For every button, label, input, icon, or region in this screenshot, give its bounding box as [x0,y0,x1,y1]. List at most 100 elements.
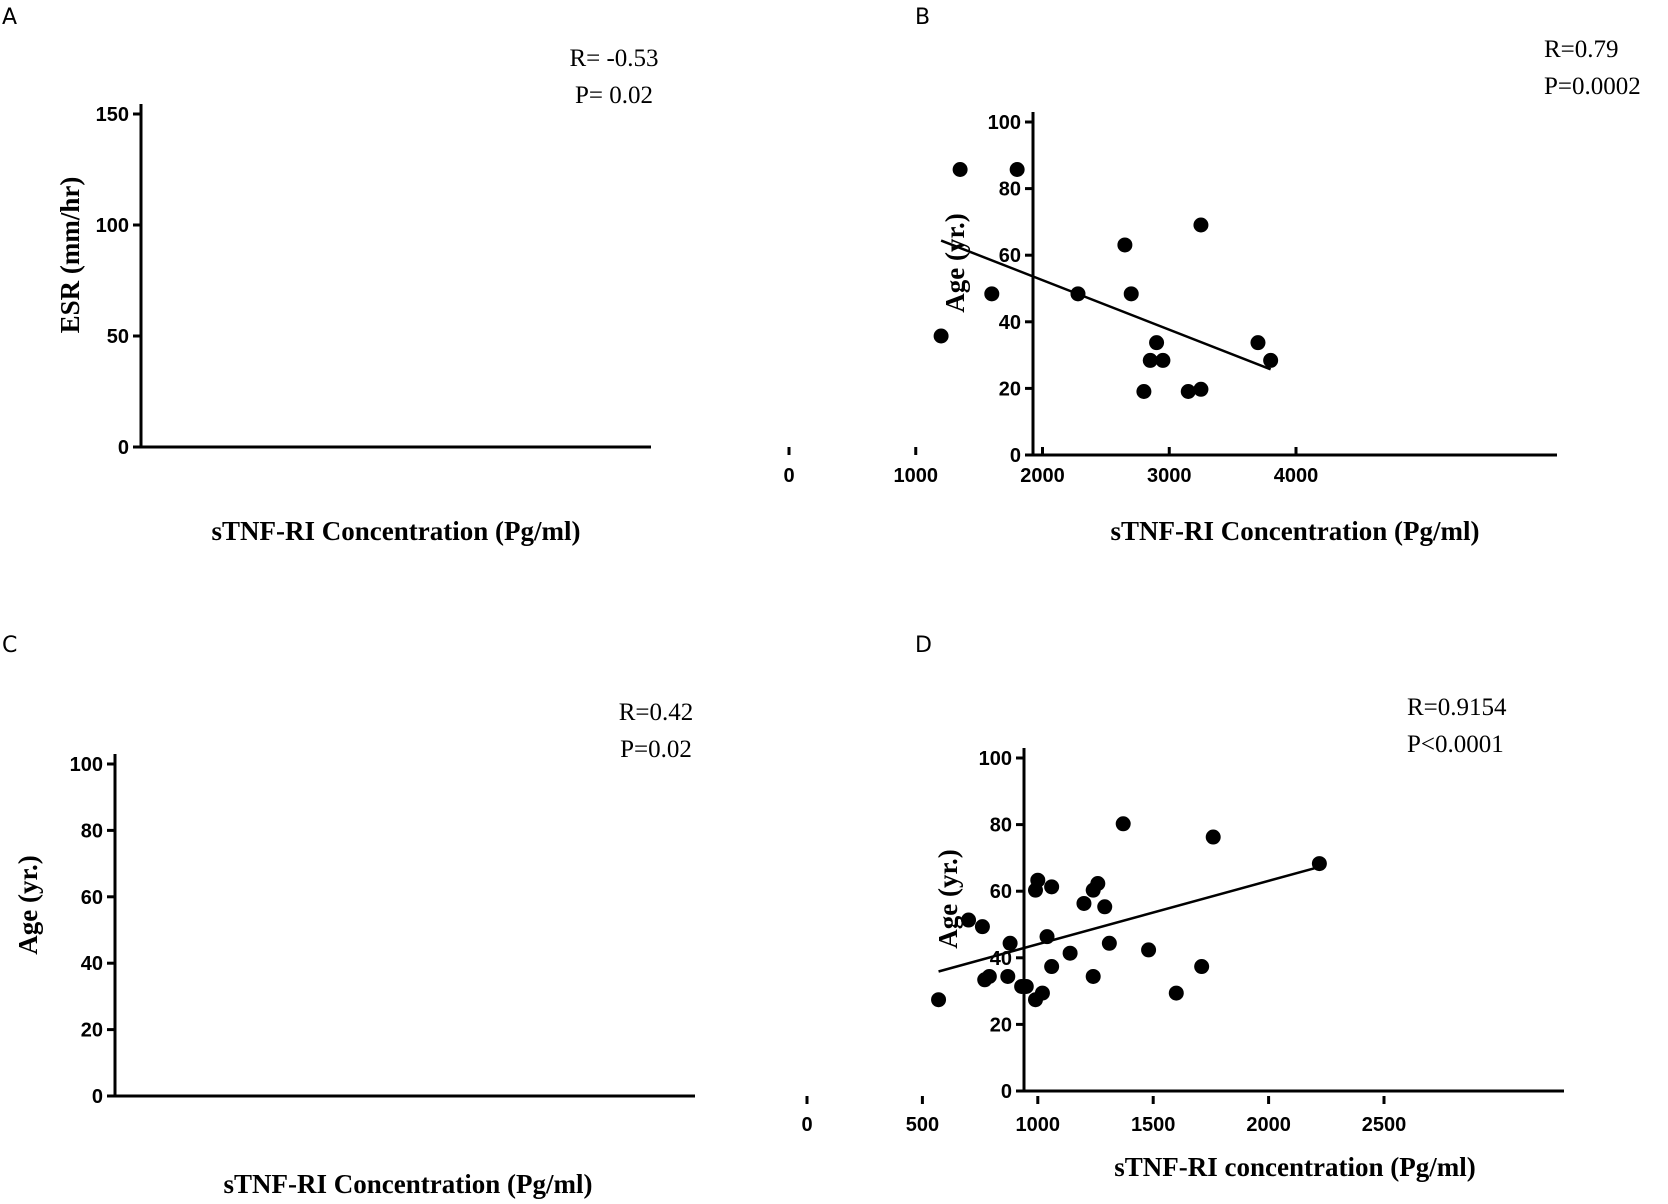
x-tick-label-c: 1500 [1131,1114,1176,1136]
x-tick-label-c: 2000 [1246,1114,1291,1136]
data-point-a [1155,352,1171,368]
data-point-c [1002,935,1018,951]
data-point-c [1085,968,1101,984]
y-tick-label-c: 100 [70,754,103,776]
y-tick-label-b: 100 [988,112,1021,134]
x-tick-label-a: 1000 [894,465,939,487]
p-value-c: P=0.02 [620,736,692,763]
data-point-c [1097,899,1113,915]
y-tick-label-d: 100 [979,748,1012,770]
r-value-b: R=0.79 [1544,36,1619,63]
y-axis-title-a: ESR (mm/hr) [55,177,85,334]
data-point-c [1076,895,1092,911]
p-value-d: P<0.0001 [1407,731,1504,758]
data-point-c [1034,985,1050,1001]
data-point-a [933,328,949,344]
p-value-a: P= 0.02 [575,82,653,109]
data-point-c [981,968,997,984]
y-tick-label-c: 80 [81,820,103,842]
regression-line-a [940,239,1272,371]
data-point-c [1115,816,1131,832]
data-point-c [1101,935,1117,951]
panel-d: D 0500100015002000020406080100 sTNF-RI c… [915,633,1564,1182]
data-point-c [961,912,977,928]
panel-letter-a: A [2,5,17,30]
data-point-a [1193,217,1209,233]
panel-letter-b: B [915,5,930,30]
y-tick-label-c: 0 [92,1086,103,1108]
x-axis-title-a: sTNF-RI Concentration (Pg/ml) [212,516,581,546]
axes-c: 0 500 1000 1500 2000 2500 0 20 40 60 80 100 [70,754,1407,1136]
data-point-a [1123,286,1139,302]
data-point-c [1311,856,1327,872]
y-tick-label-d: 80 [990,815,1012,837]
x-tick-label-a: 3000 [1147,465,1192,487]
y-tick-label-c: 60 [81,887,103,909]
y-tick-label-a: 50 [107,326,129,348]
y-tick-label-d: 60 [990,881,1012,903]
y-tick-label-c: 40 [81,953,103,975]
data-point-c [1044,959,1060,975]
y-tick-label-b: 80 [999,179,1021,201]
data-point-c [974,919,990,935]
y-tick-label-d: 20 [990,1014,1012,1036]
data-point-c [1039,929,1055,945]
x-tick-label-c: 2500 [1362,1114,1407,1136]
regression-line-c [938,865,1320,973]
y-tick-label-b: 20 [999,378,1021,400]
data-point-a [1070,286,1086,302]
r-value-d: R=0.9154 [1407,694,1507,721]
axes-d: 0500100015002000020406080100 [979,748,1564,1103]
y-tick-label-b: 0 [1010,445,1021,467]
data-point-a [1263,352,1279,368]
data-point-c [1090,876,1106,892]
x-tick-label-a: 4000 [1274,465,1319,487]
x-tick-label-a: 0 [783,465,794,487]
data-point-c [1018,978,1034,994]
data-point-a [952,162,968,177]
y-tick-label-b: 60 [999,245,1021,267]
r-value-a: R= -0.53 [569,45,658,72]
y-tick-label-c: 20 [81,1020,103,1042]
y-tick-label-b: 40 [999,312,1021,334]
data-point-a [1117,237,1133,253]
x-axis-title-b: sTNF-RI Concentration (Pg/ml) [1111,516,1480,546]
data-point-c [1194,959,1210,975]
data-point-a [1009,162,1025,177]
data-point-a [1136,384,1152,399]
x-axis-title-d: sTNF-RI concentration (Pg/ml) [1114,1152,1475,1182]
axes-b: 01000200030004000020406080100 [988,112,1557,467]
marks-a [933,162,1279,399]
data-point-c [1205,829,1221,845]
data-point-a [1250,335,1266,351]
data-point-a [1180,384,1196,399]
data-point-c [931,992,947,1008]
y-tick-label-a: 0 [118,437,129,459]
data-point-c [1168,985,1184,1001]
r-value-c: R=0.42 [619,699,694,726]
y-axis-title-d: Age (yr.) [933,849,963,948]
y-tick-label-d: 40 [990,948,1012,970]
x-axis-title-c: sTNF-RI Concentration (Pg/ml) [224,1169,593,1199]
data-point-c [1000,968,1016,984]
y-axis-title-b: Age (yr.) [940,213,970,312]
y-tick-label-a: 150 [96,104,129,126]
y-axis-title-c: Age (yr.) [13,855,43,954]
x-tick-label-c: 500 [906,1114,939,1136]
x-tick-label-a: 2000 [1020,465,1065,487]
panel-letter-d: D [915,633,932,658]
data-point-a [1193,381,1209,397]
data-point-a [1149,335,1165,351]
y-tick-label-d: 0 [1001,1081,1012,1103]
x-tick-label-c: 1000 [1016,1114,1061,1136]
data-point-c [1141,942,1157,958]
data-point-c [1044,879,1060,895]
panel-b: B 01000200030004000020406080100 sTNF-RI … [915,5,1641,546]
p-value-b: P=0.0002 [1544,73,1641,100]
x-tick-label-c: 0 [801,1114,812,1136]
y-tick-label-a: 100 [96,215,129,237]
data-point-c [1062,945,1078,961]
